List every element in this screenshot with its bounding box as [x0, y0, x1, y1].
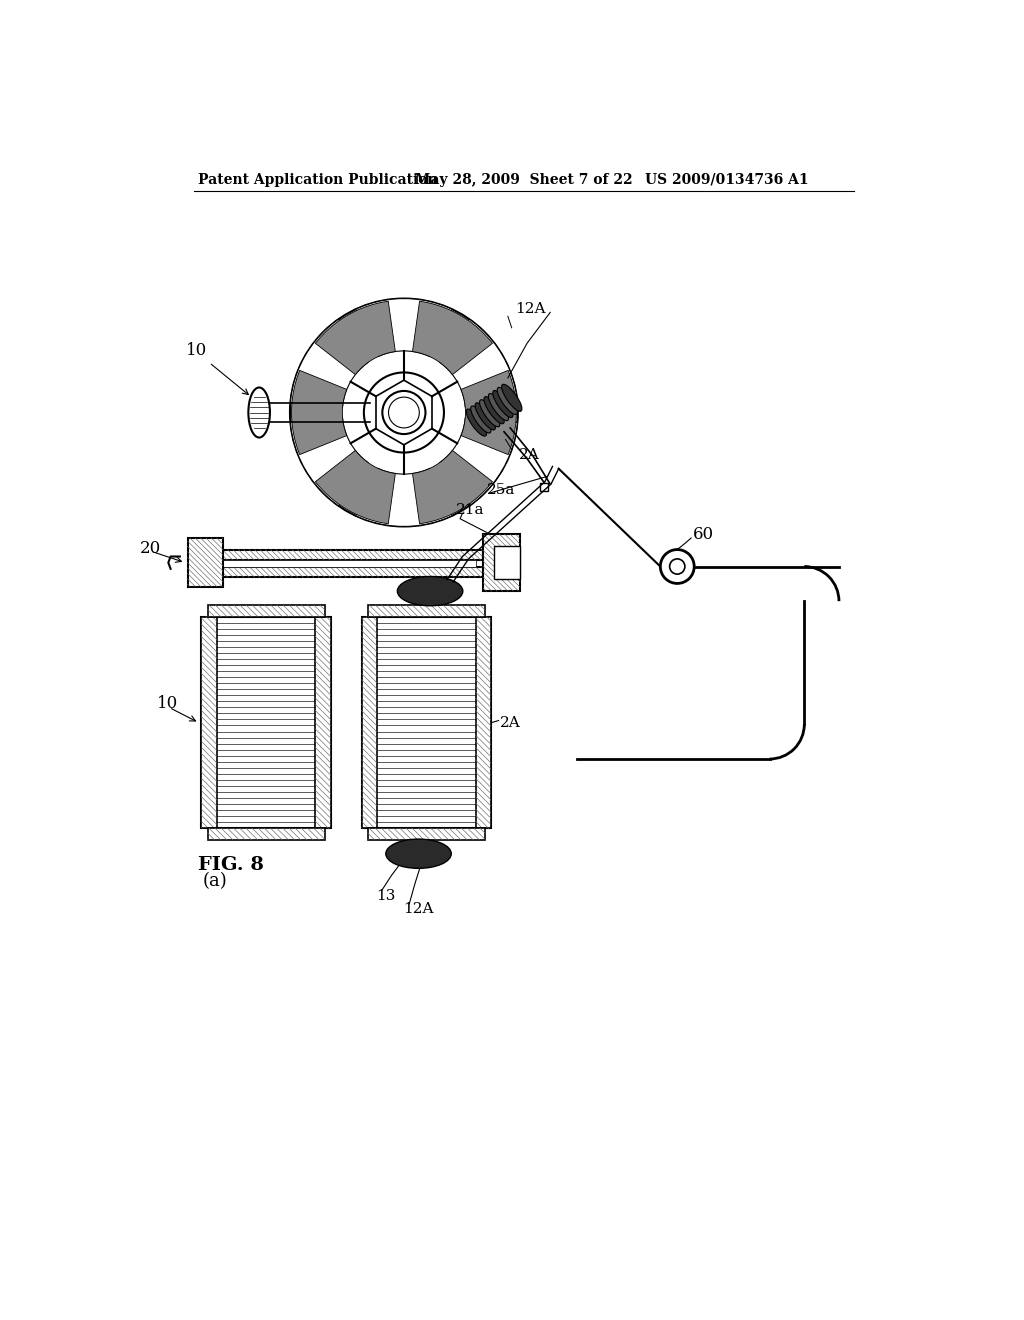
Ellipse shape	[484, 396, 504, 424]
Ellipse shape	[471, 407, 490, 433]
Polygon shape	[291, 319, 369, 407]
Ellipse shape	[466, 409, 486, 436]
Ellipse shape	[397, 577, 463, 606]
Polygon shape	[413, 301, 493, 375]
Text: US 2009/0134736 A1: US 2009/0134736 A1	[645, 173, 809, 187]
Text: (b): (b)	[248, 552, 273, 570]
Text: 13: 13	[376, 890, 395, 903]
Bar	[315, 616, 331, 829]
Bar	[361, 616, 490, 829]
Bar	[483, 535, 520, 591]
Bar	[220, 560, 475, 566]
Ellipse shape	[488, 393, 509, 421]
Text: 2A: 2A	[519, 447, 541, 462]
Text: 10: 10	[186, 342, 207, 359]
Bar	[220, 549, 483, 561]
Text: 12A: 12A	[403, 902, 433, 916]
Polygon shape	[292, 371, 347, 454]
Polygon shape	[413, 450, 493, 524]
Bar	[475, 616, 490, 829]
Text: 10: 10	[157, 696, 178, 711]
Ellipse shape	[493, 391, 513, 417]
Text: Patent Application Publication: Patent Application Publication	[199, 173, 438, 187]
Ellipse shape	[475, 403, 496, 430]
Bar	[202, 616, 331, 829]
Polygon shape	[461, 371, 516, 454]
Ellipse shape	[249, 388, 270, 437]
Polygon shape	[439, 418, 517, 506]
Bar	[208, 829, 325, 840]
Ellipse shape	[502, 384, 522, 412]
Bar	[368, 829, 484, 840]
Text: 2A: 2A	[500, 715, 521, 730]
Circle shape	[660, 549, 694, 583]
Text: (a): (a)	[203, 871, 227, 890]
Bar	[361, 616, 377, 829]
Text: FIG. 8: FIG. 8	[199, 857, 264, 874]
Text: 25a: 25a	[487, 483, 515, 496]
Polygon shape	[291, 418, 369, 506]
Bar	[208, 605, 325, 616]
Bar	[541, 483, 548, 491]
Circle shape	[364, 372, 444, 453]
Bar	[187, 539, 223, 586]
Text: 12A: 12A	[515, 301, 546, 315]
Bar	[368, 605, 484, 616]
Ellipse shape	[479, 400, 500, 426]
Polygon shape	[315, 450, 395, 524]
Ellipse shape	[386, 840, 452, 869]
Polygon shape	[355, 298, 452, 356]
Circle shape	[382, 391, 425, 434]
Ellipse shape	[498, 387, 517, 414]
Text: May 28, 2009  Sheet 7 of 22: May 28, 2009 Sheet 7 of 22	[416, 173, 633, 187]
Polygon shape	[315, 301, 395, 375]
Text: 60: 60	[692, 525, 714, 543]
Text: 21a: 21a	[457, 503, 484, 516]
Polygon shape	[355, 469, 452, 527]
Polygon shape	[439, 319, 517, 407]
Bar	[220, 566, 483, 577]
Text: 20: 20	[140, 540, 161, 557]
Bar	[202, 616, 217, 829]
Bar	[494, 546, 520, 579]
